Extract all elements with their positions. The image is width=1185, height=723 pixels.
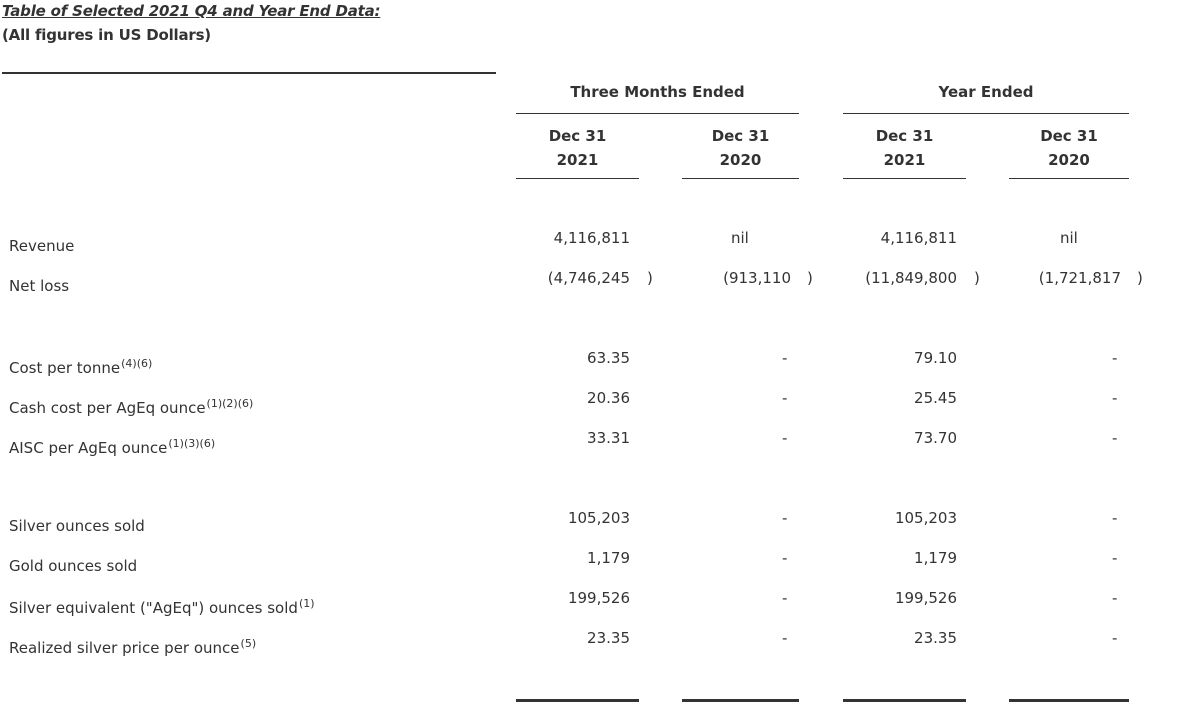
value-cell: 23.35 [587, 629, 630, 647]
close-paren: ) [647, 269, 653, 287]
value-cell: - [782, 389, 788, 407]
value-cell: 4,116,811 [880, 229, 957, 247]
value-cell: - [1112, 429, 1118, 447]
value-cell: - [1112, 389, 1118, 407]
value-cell: nil [731, 229, 749, 247]
value-cell: - [782, 589, 788, 607]
row-label-text: Realized silver price per ounce [9, 639, 240, 657]
value-cell: - [782, 509, 788, 527]
row-label-text: Revenue [9, 237, 75, 255]
bottom-rule [843, 699, 966, 702]
row-label-aisc: AISC per AgEq ounce(1)(3)(6) [9, 437, 215, 457]
group-rule-three-months [516, 113, 799, 114]
row-label-realized-price: Realized silver price per ounce(5) [9, 637, 256, 657]
column-header-year: 2020 [719, 151, 762, 169]
value-cell: 4,116,811 [553, 229, 630, 247]
column-header-date: Dec 31 [711, 127, 770, 145]
value-cell: - [782, 549, 788, 567]
group-header-year: Year Ended [938, 83, 1034, 101]
row-label-text: AISC per AgEq ounce [9, 439, 168, 457]
value-cell: (11,849,800 [865, 269, 957, 287]
value-cell: (1,721,817 [1038, 269, 1121, 287]
value-cell: 1,179 [914, 549, 957, 567]
close-paren: ) [1137, 269, 1143, 287]
row-label-gold-ounces: Gold ounces sold [9, 557, 137, 575]
row-label-text: Gold ounces sold [9, 557, 138, 575]
column-rule [516, 178, 639, 179]
footnote-ref: (1)(3)(6) [168, 437, 216, 450]
bottom-rule [516, 699, 639, 702]
group-header-three-months: Three Months Ended [570, 83, 745, 101]
footnote-ref: (1) [298, 597, 315, 610]
value-cell: - [782, 429, 788, 447]
footnote-ref: (4)(6) [121, 357, 153, 370]
column-rule [843, 178, 966, 179]
column-header-date: Dec 31 [875, 127, 934, 145]
value-cell: 105,203 [567, 509, 630, 527]
column-header: Dec 31 2021 [516, 124, 639, 172]
group-rule-year [843, 113, 1129, 114]
value-cell: 199,526 [894, 589, 957, 607]
value-cell: 33.31 [587, 429, 630, 447]
value-cell: - [782, 629, 788, 647]
bottom-rule [682, 699, 799, 702]
value-cell: 199,526 [567, 589, 630, 607]
close-paren: ) [807, 269, 813, 287]
table-title: Table of Selected 2021 Q4 and Year End D… [2, 2, 381, 20]
value-cell: 23.35 [914, 629, 957, 647]
row-label-text: Net loss [9, 277, 70, 295]
value-cell: 25.45 [914, 389, 957, 407]
value-cell: 63.35 [587, 349, 630, 367]
row-label-revenue: Revenue [9, 237, 74, 255]
column-header: Dec 31 2020 [1009, 124, 1129, 172]
value-cell: (4,746,245 [547, 269, 630, 287]
column-rule [682, 178, 799, 179]
value-cell: - [1112, 549, 1118, 567]
footnote-ref: (1)(2)(6) [206, 397, 254, 410]
value-cell: - [1112, 589, 1118, 607]
row-label-cash-cost: Cash cost per AgEq ounce(1)(2)(6) [9, 397, 253, 417]
value-cell: (913,110 [723, 269, 791, 287]
value-cell: 1,179 [587, 549, 630, 567]
row-label-text: Cost per tonne [9, 359, 121, 377]
bottom-rule [1009, 699, 1129, 702]
value-cell: - [1112, 509, 1118, 527]
column-header-year: 2021 [556, 151, 599, 169]
row-label-text: Cash cost per AgEq ounce [9, 399, 206, 417]
column-header-year: 2021 [883, 151, 926, 169]
value-cell: 20.36 [587, 389, 630, 407]
value-cell: 73.70 [914, 429, 957, 447]
row-label-text: Silver equivalent ("AgEq") ounces sold [9, 599, 298, 617]
column-header-date: Dec 31 [1040, 127, 1098, 145]
value-cell: - [1112, 349, 1118, 367]
value-cell: - [1112, 629, 1118, 647]
title-rule [2, 72, 496, 74]
column-header-date: Dec 31 [548, 127, 607, 145]
table-subtitle: (All figures in US Dollars) [2, 26, 211, 44]
row-label-ageq-ounces: Silver equivalent ("AgEq") ounces sold(1… [9, 597, 315, 617]
row-label-net-loss: Net loss [9, 277, 69, 295]
value-cell: 79.10 [914, 349, 957, 367]
column-header: Dec 31 2020 [682, 124, 799, 172]
column-rule [1009, 178, 1129, 179]
row-label-silver-ounces: Silver ounces sold [9, 517, 145, 535]
value-cell: - [782, 349, 788, 367]
column-header-year: 2020 [1048, 151, 1090, 169]
row-label-cost-per-tonne: Cost per tonne(4)(6) [9, 357, 152, 377]
value-cell: nil [1060, 229, 1078, 247]
value-cell: 105,203 [894, 509, 957, 527]
footnote-ref: (5) [240, 637, 257, 650]
column-header: Dec 31 2021 [843, 124, 966, 172]
row-label-text: Silver ounces sold [9, 517, 145, 535]
close-paren: ) [974, 269, 980, 287]
